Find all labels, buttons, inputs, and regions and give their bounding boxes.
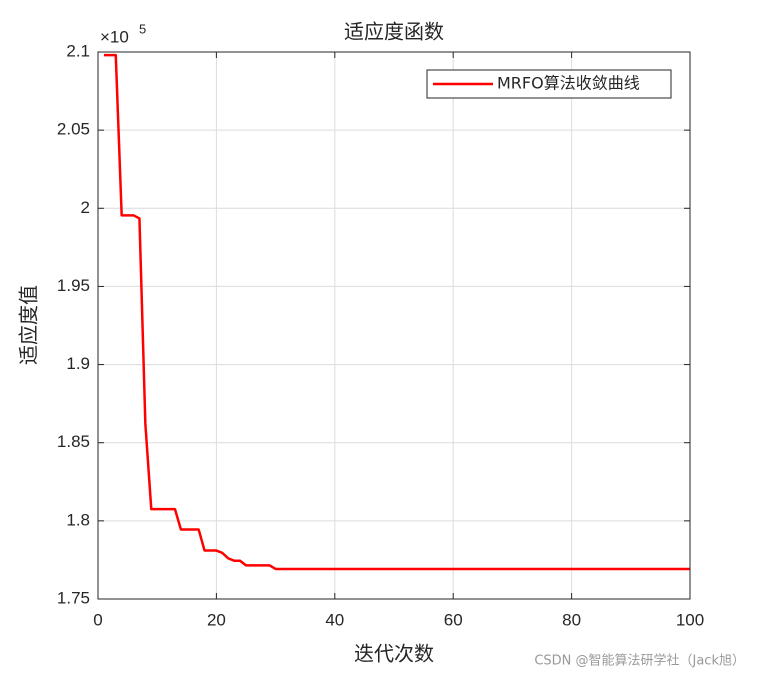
y-tick-label: 2.05 bbox=[57, 120, 90, 139]
x-tick-label: 40 bbox=[325, 610, 344, 629]
plot-area bbox=[98, 52, 690, 599]
x-tick-label: 100 bbox=[676, 610, 704, 629]
y-tick-label: 1.75 bbox=[57, 588, 90, 607]
y-tick-label: 1.8 bbox=[66, 510, 90, 529]
y-tick-label: 2 bbox=[81, 198, 90, 217]
x-tick-label: 80 bbox=[562, 610, 581, 629]
axes-box bbox=[97, 51, 691, 600]
x-axis-label: 迭代次数 bbox=[354, 642, 434, 666]
y-scale-exponent: 5 bbox=[139, 21, 146, 36]
x-tick-label: 60 bbox=[444, 610, 463, 629]
legend-label: MRFO算法收敛曲线 bbox=[497, 74, 640, 93]
watermark: CSDN @智能算法研学社（Jack旭） bbox=[534, 653, 745, 669]
y-tick-label: 1.85 bbox=[57, 432, 90, 451]
y-tick-label: 1.95 bbox=[57, 276, 90, 295]
chart-title: 适应度函数 bbox=[344, 20, 444, 44]
y-tick-label: 1.9 bbox=[66, 354, 90, 373]
y-scale-label: ×10 bbox=[100, 27, 129, 46]
y-axis-label: 适应度值 bbox=[17, 285, 41, 365]
x-tick-label: 0 bbox=[93, 610, 102, 629]
x-tick-label: 20 bbox=[207, 610, 226, 629]
y-tick-label: 2.1 bbox=[66, 41, 90, 60]
line bbox=[103, 53, 690, 571]
